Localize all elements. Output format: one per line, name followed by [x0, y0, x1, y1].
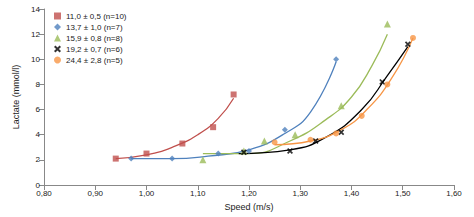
svg-text:6: 6 [36, 105, 41, 114]
svg-text:Lactate (mmol/l): Lactate (mmol/l) [11, 65, 21, 130]
svg-text:12: 12 [31, 30, 40, 39]
svg-text:1,00: 1,00 [139, 189, 155, 198]
svg-text:1,30: 1,30 [292, 189, 308, 198]
svg-text:24,4 ± 2,8 (n=5): 24,4 ± 2,8 (n=5) [66, 56, 123, 65]
svg-text:1,60: 1,60 [446, 189, 462, 198]
svg-text:0,90: 0,90 [87, 189, 103, 198]
svg-text:1,50: 1,50 [395, 189, 411, 198]
svg-text:11,0 ± 0,5 (n=10): 11,0 ± 0,5 (n=10) [66, 12, 127, 21]
svg-text:13,7 ± 1,0 (n=7): 13,7 ± 1,0 (n=7) [66, 23, 123, 32]
svg-text:10: 10 [31, 55, 40, 64]
svg-text:19,2 ± 0,7 (n=6): 19,2 ± 0,7 (n=6) [66, 45, 123, 54]
svg-text:1,40: 1,40 [344, 189, 360, 198]
svg-text:Speed (m/s): Speed (m/s) [224, 202, 273, 212]
svg-text:0,80: 0,80 [36, 189, 52, 198]
svg-text:14: 14 [31, 5, 40, 14]
svg-text:2: 2 [36, 155, 41, 164]
svg-text:8: 8 [36, 80, 41, 89]
svg-text:1,20: 1,20 [241, 189, 257, 198]
svg-text:1,10: 1,10 [190, 189, 206, 198]
svg-text:0: 0 [35, 180, 40, 190]
svg-text:4: 4 [36, 130, 41, 139]
svg-text:15,9 ± 0,8 (n=8): 15,9 ± 0,8 (n=8) [66, 34, 123, 43]
